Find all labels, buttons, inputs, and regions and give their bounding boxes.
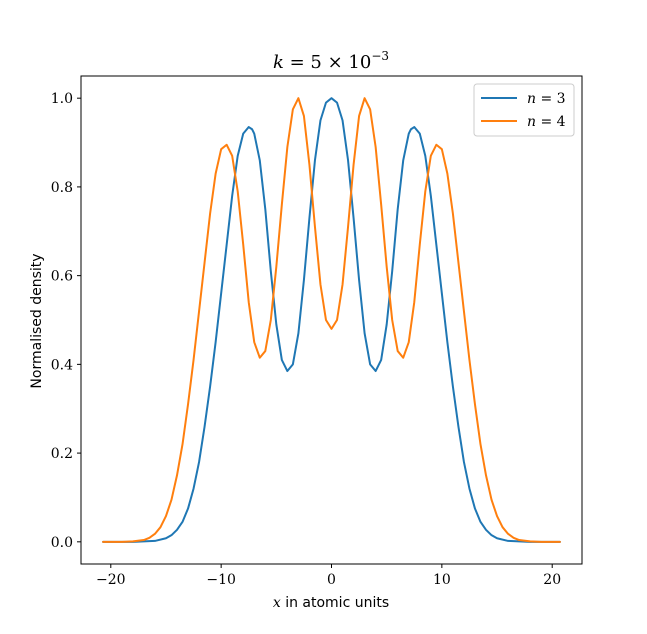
x-axis-var: x xyxy=(273,595,281,611)
series-line-n4 xyxy=(102,97,561,543)
x-tick-label: −20 xyxy=(96,572,126,588)
legend-label-n4-rest: = 4 xyxy=(536,114,566,130)
y-tick-label: 0.2 xyxy=(51,446,73,462)
legend-label-n3-rest: = 3 xyxy=(536,91,566,107)
legend-label-n3: n = 3 xyxy=(527,91,566,107)
title-exp: −3 xyxy=(371,49,389,63)
x-axis-label: x in atomic units xyxy=(273,595,389,611)
legend-label-n4: n = 4 xyxy=(527,114,566,130)
title-eq: = 5 × 10 xyxy=(284,52,371,73)
y-tick-label: 0.8 xyxy=(51,180,73,196)
y-tick-label: 1.0 xyxy=(51,91,73,107)
y-axis-label: Normalised density xyxy=(29,253,45,388)
axes xyxy=(80,75,583,565)
series-layer xyxy=(102,97,561,543)
x-tick-label: 0 xyxy=(327,572,336,588)
x-tick-label: 10 xyxy=(433,572,451,588)
x-axis-rest: in atomic units xyxy=(281,595,389,611)
x-tick-label: 20 xyxy=(543,572,561,588)
ticks: −20 −10 0 10 20 0.0 0.2 0.4 0.6 0.8 1.0 xyxy=(51,91,561,588)
series-line-n3 xyxy=(102,97,561,543)
legend: n = 3 n = 4 xyxy=(473,83,575,137)
y-tick-label: 0.6 xyxy=(51,269,73,285)
y-tick-label: 0.0 xyxy=(51,535,73,551)
title-k: k xyxy=(273,52,284,73)
plot-frame xyxy=(80,75,583,565)
chart-title: k = 5 × 10−3 xyxy=(273,49,389,73)
x-tick-label: −10 xyxy=(206,572,236,588)
y-tick-label: 0.4 xyxy=(51,357,73,373)
